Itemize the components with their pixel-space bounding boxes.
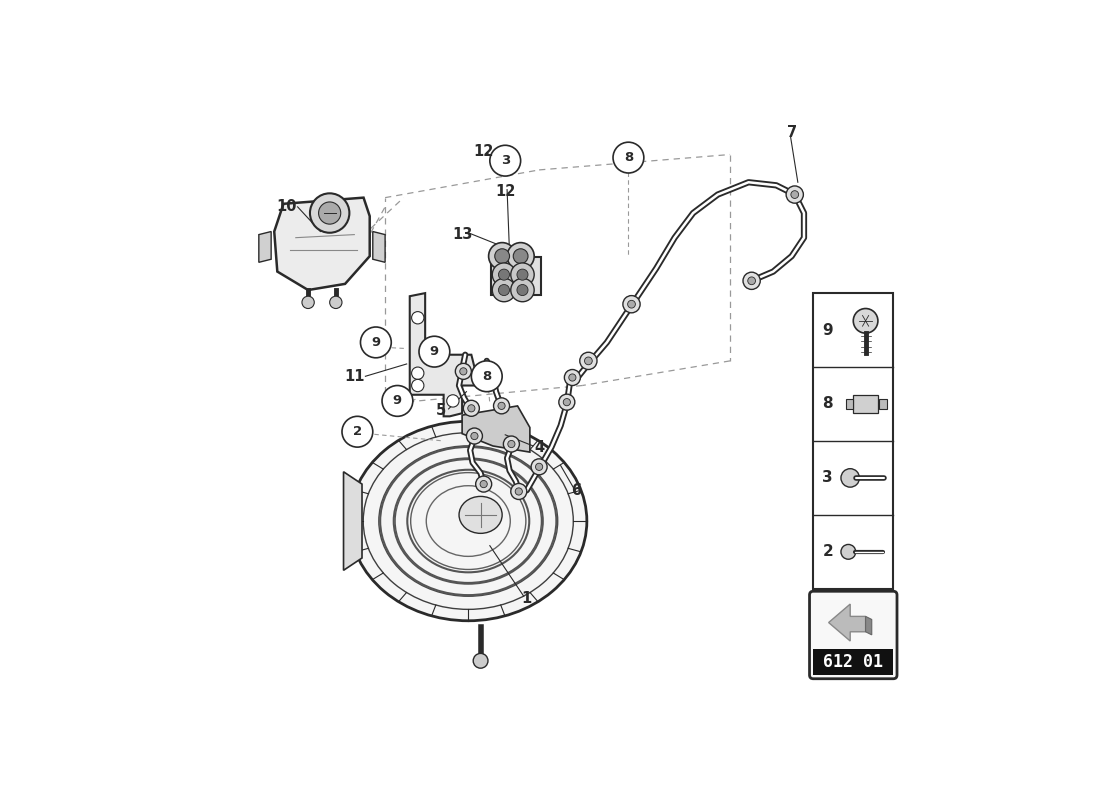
Text: 1: 1: [521, 590, 532, 606]
Text: 5: 5: [436, 402, 446, 418]
Circle shape: [493, 263, 516, 286]
Circle shape: [495, 249, 509, 263]
Circle shape: [531, 459, 547, 475]
Text: 8: 8: [624, 151, 634, 164]
Circle shape: [455, 363, 471, 379]
FancyBboxPatch shape: [491, 258, 541, 295]
Circle shape: [514, 249, 528, 263]
Circle shape: [319, 202, 341, 224]
FancyBboxPatch shape: [810, 591, 896, 678]
Text: 12: 12: [495, 184, 516, 199]
Circle shape: [490, 146, 520, 176]
Circle shape: [498, 285, 509, 295]
Circle shape: [485, 370, 501, 386]
Circle shape: [504, 436, 519, 452]
Circle shape: [517, 269, 528, 280]
Circle shape: [473, 654, 488, 668]
Circle shape: [508, 441, 515, 448]
Polygon shape: [462, 406, 530, 452]
Circle shape: [494, 398, 509, 414]
Circle shape: [480, 481, 487, 488]
Circle shape: [791, 190, 799, 198]
Circle shape: [472, 361, 502, 392]
Circle shape: [301, 296, 315, 309]
Circle shape: [515, 488, 522, 495]
Circle shape: [563, 398, 571, 406]
Circle shape: [488, 242, 516, 270]
Polygon shape: [828, 604, 866, 641]
Text: 6: 6: [571, 482, 581, 498]
Polygon shape: [343, 472, 362, 570]
FancyBboxPatch shape: [854, 395, 878, 413]
Circle shape: [840, 469, 859, 487]
Polygon shape: [373, 231, 385, 262]
Text: 4: 4: [534, 440, 544, 454]
Circle shape: [559, 394, 575, 410]
Circle shape: [382, 386, 412, 416]
Circle shape: [517, 285, 528, 295]
Circle shape: [748, 277, 756, 285]
Circle shape: [310, 194, 350, 233]
Text: 8: 8: [823, 397, 833, 411]
Circle shape: [584, 357, 592, 365]
Polygon shape: [258, 231, 271, 262]
Circle shape: [498, 402, 505, 410]
Circle shape: [564, 370, 581, 386]
Circle shape: [507, 242, 535, 270]
FancyBboxPatch shape: [846, 399, 854, 409]
Text: 7: 7: [786, 126, 796, 141]
Circle shape: [786, 186, 803, 203]
Circle shape: [854, 309, 878, 333]
FancyBboxPatch shape: [813, 650, 893, 675]
Circle shape: [623, 295, 640, 313]
Circle shape: [569, 374, 576, 381]
Polygon shape: [409, 293, 474, 416]
Text: 2: 2: [823, 544, 833, 559]
Text: 13: 13: [452, 227, 472, 242]
Polygon shape: [274, 198, 370, 290]
Text: 3: 3: [500, 154, 510, 167]
Circle shape: [510, 278, 535, 302]
Text: 3: 3: [823, 470, 833, 486]
Circle shape: [460, 368, 466, 375]
FancyBboxPatch shape: [879, 399, 887, 409]
Circle shape: [613, 142, 644, 173]
Circle shape: [330, 296, 342, 309]
Circle shape: [447, 394, 459, 407]
Circle shape: [419, 336, 450, 367]
Circle shape: [493, 278, 516, 302]
Circle shape: [510, 483, 527, 499]
Circle shape: [498, 269, 509, 280]
Circle shape: [490, 374, 496, 381]
Circle shape: [840, 545, 856, 559]
Polygon shape: [866, 616, 871, 635]
Text: 612 01: 612 01: [823, 654, 883, 671]
Circle shape: [411, 379, 424, 392]
Text: 9: 9: [430, 345, 439, 358]
Text: 10: 10: [276, 199, 297, 214]
Circle shape: [463, 400, 480, 416]
Text: 11: 11: [344, 369, 364, 384]
Circle shape: [510, 263, 535, 286]
Text: 2: 2: [353, 426, 362, 438]
Circle shape: [628, 300, 636, 308]
Circle shape: [342, 416, 373, 447]
Text: 9: 9: [372, 336, 381, 349]
Circle shape: [411, 312, 424, 324]
Circle shape: [536, 463, 542, 470]
Circle shape: [466, 428, 483, 444]
Text: 9: 9: [823, 322, 833, 338]
Text: 8: 8: [482, 370, 492, 382]
Circle shape: [742, 272, 760, 290]
Circle shape: [580, 352, 597, 370]
Circle shape: [468, 405, 475, 412]
Circle shape: [411, 367, 424, 379]
Ellipse shape: [459, 496, 502, 534]
Circle shape: [475, 476, 492, 492]
Ellipse shape: [350, 422, 587, 621]
Text: 12: 12: [473, 144, 494, 159]
Circle shape: [471, 433, 478, 440]
Circle shape: [361, 327, 392, 358]
Text: 9: 9: [393, 394, 402, 407]
